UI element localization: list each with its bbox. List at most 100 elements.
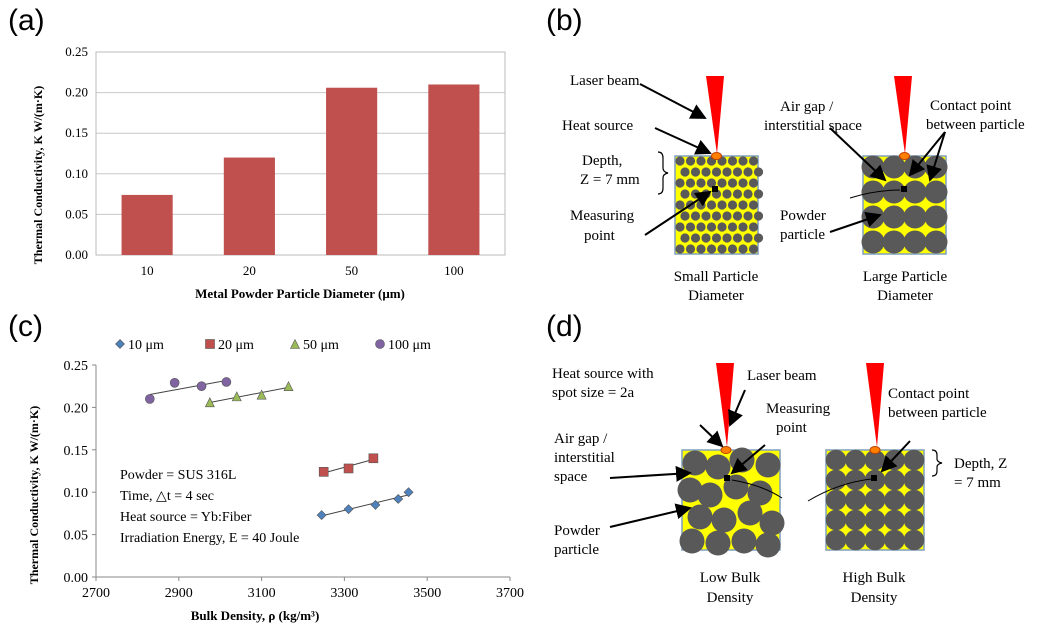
bar-xtick-label: 100 xyxy=(444,263,464,278)
powder-particle xyxy=(727,156,738,166)
heat-source-icon xyxy=(899,152,910,160)
scatter-ytick-label: 0.00 xyxy=(64,571,89,586)
powder-particle xyxy=(727,222,738,232)
powder-particle xyxy=(675,200,685,210)
bar xyxy=(428,84,480,255)
label-powder: Powder xyxy=(780,208,826,224)
powder-particle xyxy=(738,156,748,166)
scatter-point xyxy=(283,381,294,392)
powder-particle xyxy=(697,482,723,508)
scatter-point xyxy=(370,499,381,510)
diagram-d: Heat source with spot size = 2a Laser be… xyxy=(552,363,1007,606)
bar-chart: 0.00 0.05 0.10 0.15 0.20 0.25 10 20 50 100 Therm… xyxy=(31,44,506,301)
powder-particle xyxy=(722,233,732,243)
powder-particle xyxy=(717,244,727,254)
label-contact: Contact point xyxy=(930,98,1012,114)
powder-particle xyxy=(722,211,732,221)
powder-particle xyxy=(705,454,731,480)
powder-particle xyxy=(701,233,711,243)
scatter-point xyxy=(145,394,155,404)
powder-particle xyxy=(755,452,781,478)
heat-source-icon xyxy=(869,446,881,454)
powder-particle xyxy=(675,156,685,166)
scatter-point xyxy=(204,397,215,408)
scatter-ylabel: Thermal Conductivity, K W/(m·K) xyxy=(27,406,41,584)
scatter-xtick-label: 2900 xyxy=(165,586,193,601)
bar-chart-ylabel: Thermal Conductivity, K W/(m·K) xyxy=(31,86,45,264)
label-contact: Contact point xyxy=(888,386,970,402)
powder-particle xyxy=(711,507,737,533)
powder-particle xyxy=(685,156,696,166)
chart-annotation: Heat source = Yb:Fiber xyxy=(120,510,252,525)
bar-plot-frame xyxy=(95,51,506,256)
powder-particle xyxy=(717,222,727,232)
bar-ytick-label: 0.25 xyxy=(65,44,88,59)
depth-brace xyxy=(657,151,669,195)
label-interstitial: interstitial space xyxy=(764,118,862,134)
powder-particle xyxy=(903,180,927,204)
powder-particle xyxy=(903,449,925,471)
powder-particle xyxy=(727,244,738,254)
powder-particle xyxy=(680,233,690,243)
powder-particle xyxy=(677,477,703,503)
powder-particle xyxy=(845,469,866,491)
powder-particle xyxy=(864,529,886,551)
powder-particle xyxy=(738,244,748,254)
bar-ytick-label: 0.15 xyxy=(65,125,88,140)
scatter-point xyxy=(316,510,327,521)
label-measuring: Measuring xyxy=(570,208,635,224)
powder-particle xyxy=(738,178,748,188)
powder-particle xyxy=(748,222,759,232)
powder-particle xyxy=(732,167,743,177)
powder-particle xyxy=(903,489,925,511)
measuring-point-icon xyxy=(712,186,718,192)
powder-particle xyxy=(882,180,906,204)
label-contact-between: between particle xyxy=(888,405,987,421)
powder-particle xyxy=(675,244,685,254)
label-space: space xyxy=(554,469,588,485)
measuring-point-icon xyxy=(871,475,877,481)
powder-particle xyxy=(696,178,706,188)
legend-entry: 50 μm xyxy=(303,338,339,353)
powder-particle xyxy=(743,211,753,221)
scatter-ytick-label: 0.25 xyxy=(64,359,89,374)
scatter-xtick-label: 3500 xyxy=(413,586,441,601)
powder-particle xyxy=(738,222,748,232)
label-heat-source: Heat source with xyxy=(552,366,654,382)
powder-particle xyxy=(924,180,948,204)
scatter-point xyxy=(403,487,414,498)
powder-particle xyxy=(679,528,705,554)
label-large-particle: Large Particle xyxy=(863,269,948,285)
label-high-density: Density xyxy=(851,590,898,606)
powder-particle xyxy=(864,489,886,511)
powder-particle xyxy=(706,222,717,232)
powder-particle xyxy=(722,189,732,199)
powder-particle xyxy=(864,449,886,471)
chart-annotation: Time, △t = 4 sec xyxy=(120,489,214,504)
legend-entry: 20 μm xyxy=(218,338,254,353)
panel-label-b: (b) xyxy=(546,4,583,37)
powder-particle xyxy=(825,449,847,471)
powder-particle xyxy=(753,167,764,177)
powder-particle xyxy=(825,489,847,511)
powder-particle xyxy=(861,230,885,254)
legend-entry: 10 μm xyxy=(128,338,164,353)
scatter-xlabel: Bulk Density, ρ (kg/m³) xyxy=(191,608,320,623)
label-contact-between: between particle xyxy=(926,117,1025,133)
powder-particle xyxy=(882,205,906,229)
powder-particle xyxy=(903,469,925,491)
scatter-ytick-label: 0.05 xyxy=(64,529,89,544)
label-depth: Depth, xyxy=(582,153,622,169)
heat-source-icon xyxy=(720,446,732,454)
bar-xtick-label: 10 xyxy=(141,263,154,278)
bar-ytick-label: 0.00 xyxy=(65,247,88,262)
powder-particle xyxy=(825,529,847,551)
powder-particle xyxy=(845,529,866,551)
bar-ytick-label: 0.10 xyxy=(65,166,88,181)
powder-particle xyxy=(706,200,717,210)
powder-particle xyxy=(845,489,866,511)
scatter-xtick-label: 2700 xyxy=(82,586,110,601)
scatter-point xyxy=(343,463,354,474)
powder-particle xyxy=(825,509,847,531)
powder-particle xyxy=(690,167,701,177)
